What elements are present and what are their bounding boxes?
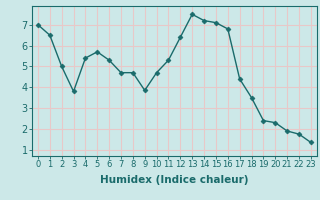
X-axis label: Humidex (Indice chaleur): Humidex (Indice chaleur) xyxy=(100,175,249,185)
